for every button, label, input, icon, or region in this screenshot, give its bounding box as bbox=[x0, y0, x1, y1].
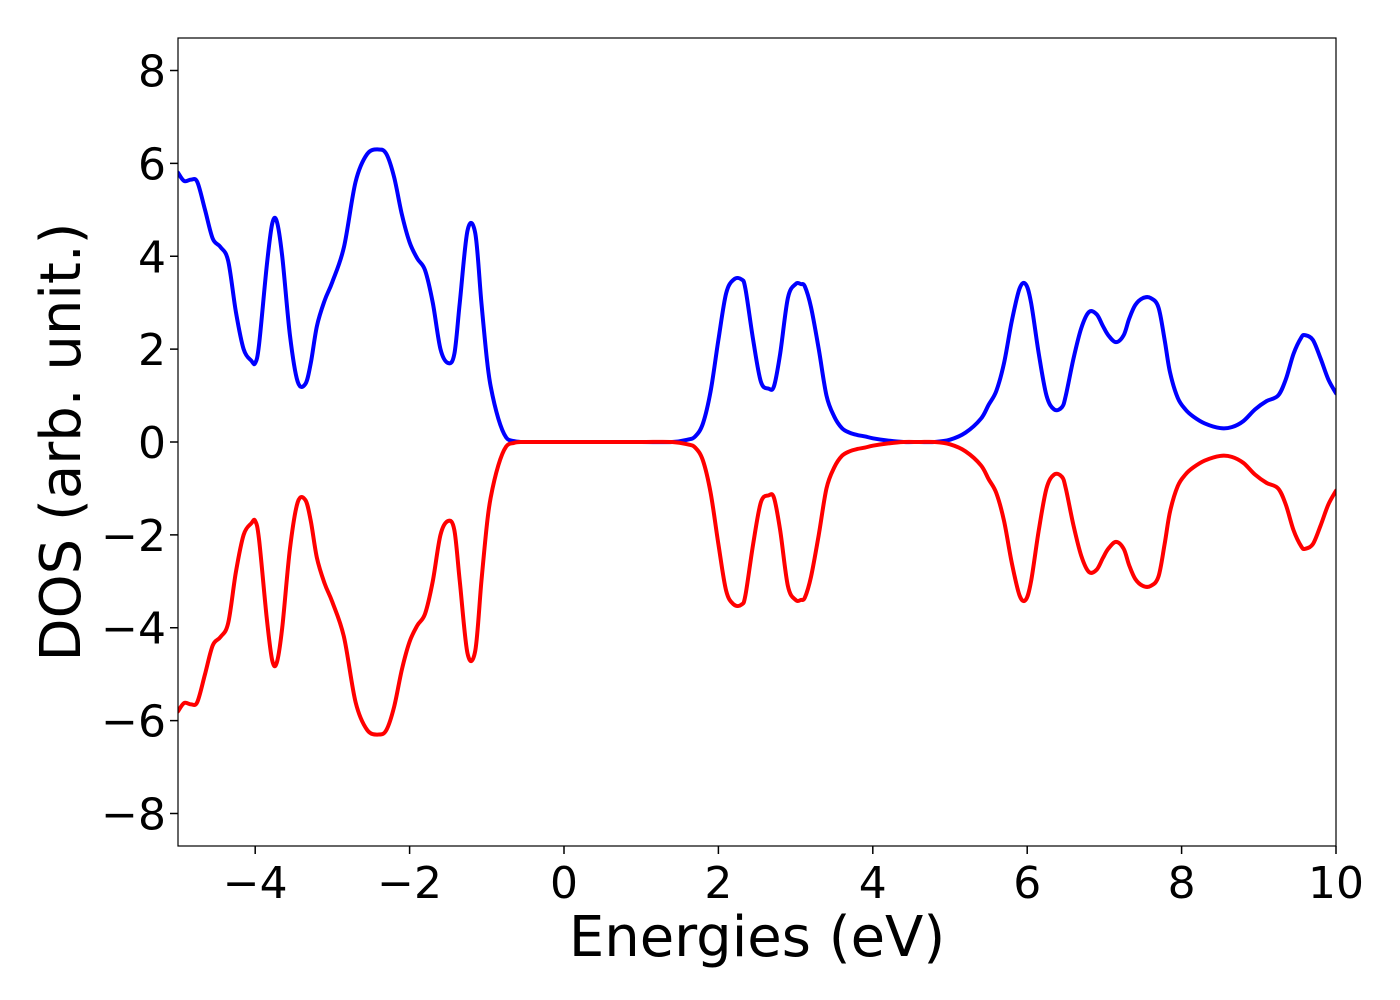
y-tick-label: 8 bbox=[138, 47, 166, 98]
series-layer bbox=[178, 147, 1336, 737]
y-tick-label: −2 bbox=[101, 511, 166, 562]
y-tick-label: −8 bbox=[101, 789, 166, 840]
x-tick-label: 8 bbox=[1168, 858, 1196, 909]
y-tick-label: 2 bbox=[138, 325, 166, 376]
dos-series-line-1 bbox=[178, 439, 1336, 737]
x-axis-ticks: −4 −2 0 2 4 6 8 10 bbox=[223, 846, 1364, 909]
x-tick-label: 0 bbox=[550, 858, 578, 909]
y-tick-label: 0 bbox=[138, 418, 166, 469]
x-tick-label: 10 bbox=[1308, 858, 1364, 909]
x-tick-label: −4 bbox=[223, 858, 288, 909]
x-tick-label: 4 bbox=[859, 858, 887, 909]
y-axis-label: DOS (arb. unit.) bbox=[29, 222, 94, 661]
x-axis-label: Energies (eV) bbox=[569, 905, 945, 970]
y-tick-label: 4 bbox=[138, 232, 166, 283]
dos-series-line-0 bbox=[178, 147, 1336, 445]
x-tick-label: 2 bbox=[704, 858, 732, 909]
y-tick-label: −4 bbox=[101, 604, 166, 655]
y-tick-label: −6 bbox=[101, 697, 166, 748]
x-tick-label: 6 bbox=[1013, 858, 1041, 909]
y-axis-ticks: −8 −6 −4 −2 0 2 4 6 8 bbox=[101, 47, 178, 840]
plot-frame bbox=[177, 37, 1337, 847]
x-tick-label: −2 bbox=[377, 858, 442, 909]
y-tick-label: 6 bbox=[138, 139, 166, 190]
